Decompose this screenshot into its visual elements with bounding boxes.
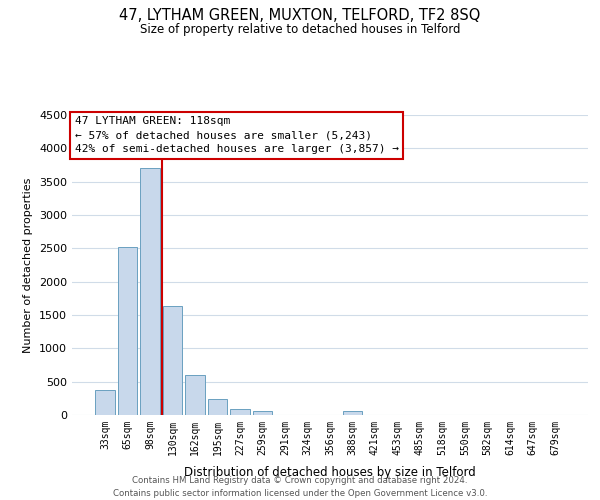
X-axis label: Distribution of detached houses by size in Telford: Distribution of detached houses by size …	[184, 466, 476, 479]
Bar	[343, 412, 362, 415]
Bar	[185, 375, 205, 415]
Bar	[208, 398, 227, 415]
Text: Contains HM Land Registry data © Crown copyright and database right 2024.
Contai: Contains HM Land Registry data © Crown c…	[113, 476, 487, 498]
Bar	[95, 390, 115, 415]
Text: 47, LYTHAM GREEN, MUXTON, TELFORD, TF2 8SQ: 47, LYTHAM GREEN, MUXTON, TELFORD, TF2 8…	[119, 8, 481, 22]
Bar	[253, 412, 272, 415]
Text: Size of property relative to detached houses in Telford: Size of property relative to detached ho…	[140, 22, 460, 36]
Bar	[230, 408, 250, 415]
Bar	[140, 168, 160, 415]
Y-axis label: Number of detached properties: Number of detached properties	[23, 178, 34, 352]
Bar	[163, 306, 182, 415]
Text: 47 LYTHAM GREEN: 118sqm
← 57% of detached houses are smaller (5,243)
42% of semi: 47 LYTHAM GREEN: 118sqm ← 57% of detache…	[74, 116, 398, 154]
Bar	[118, 247, 137, 415]
